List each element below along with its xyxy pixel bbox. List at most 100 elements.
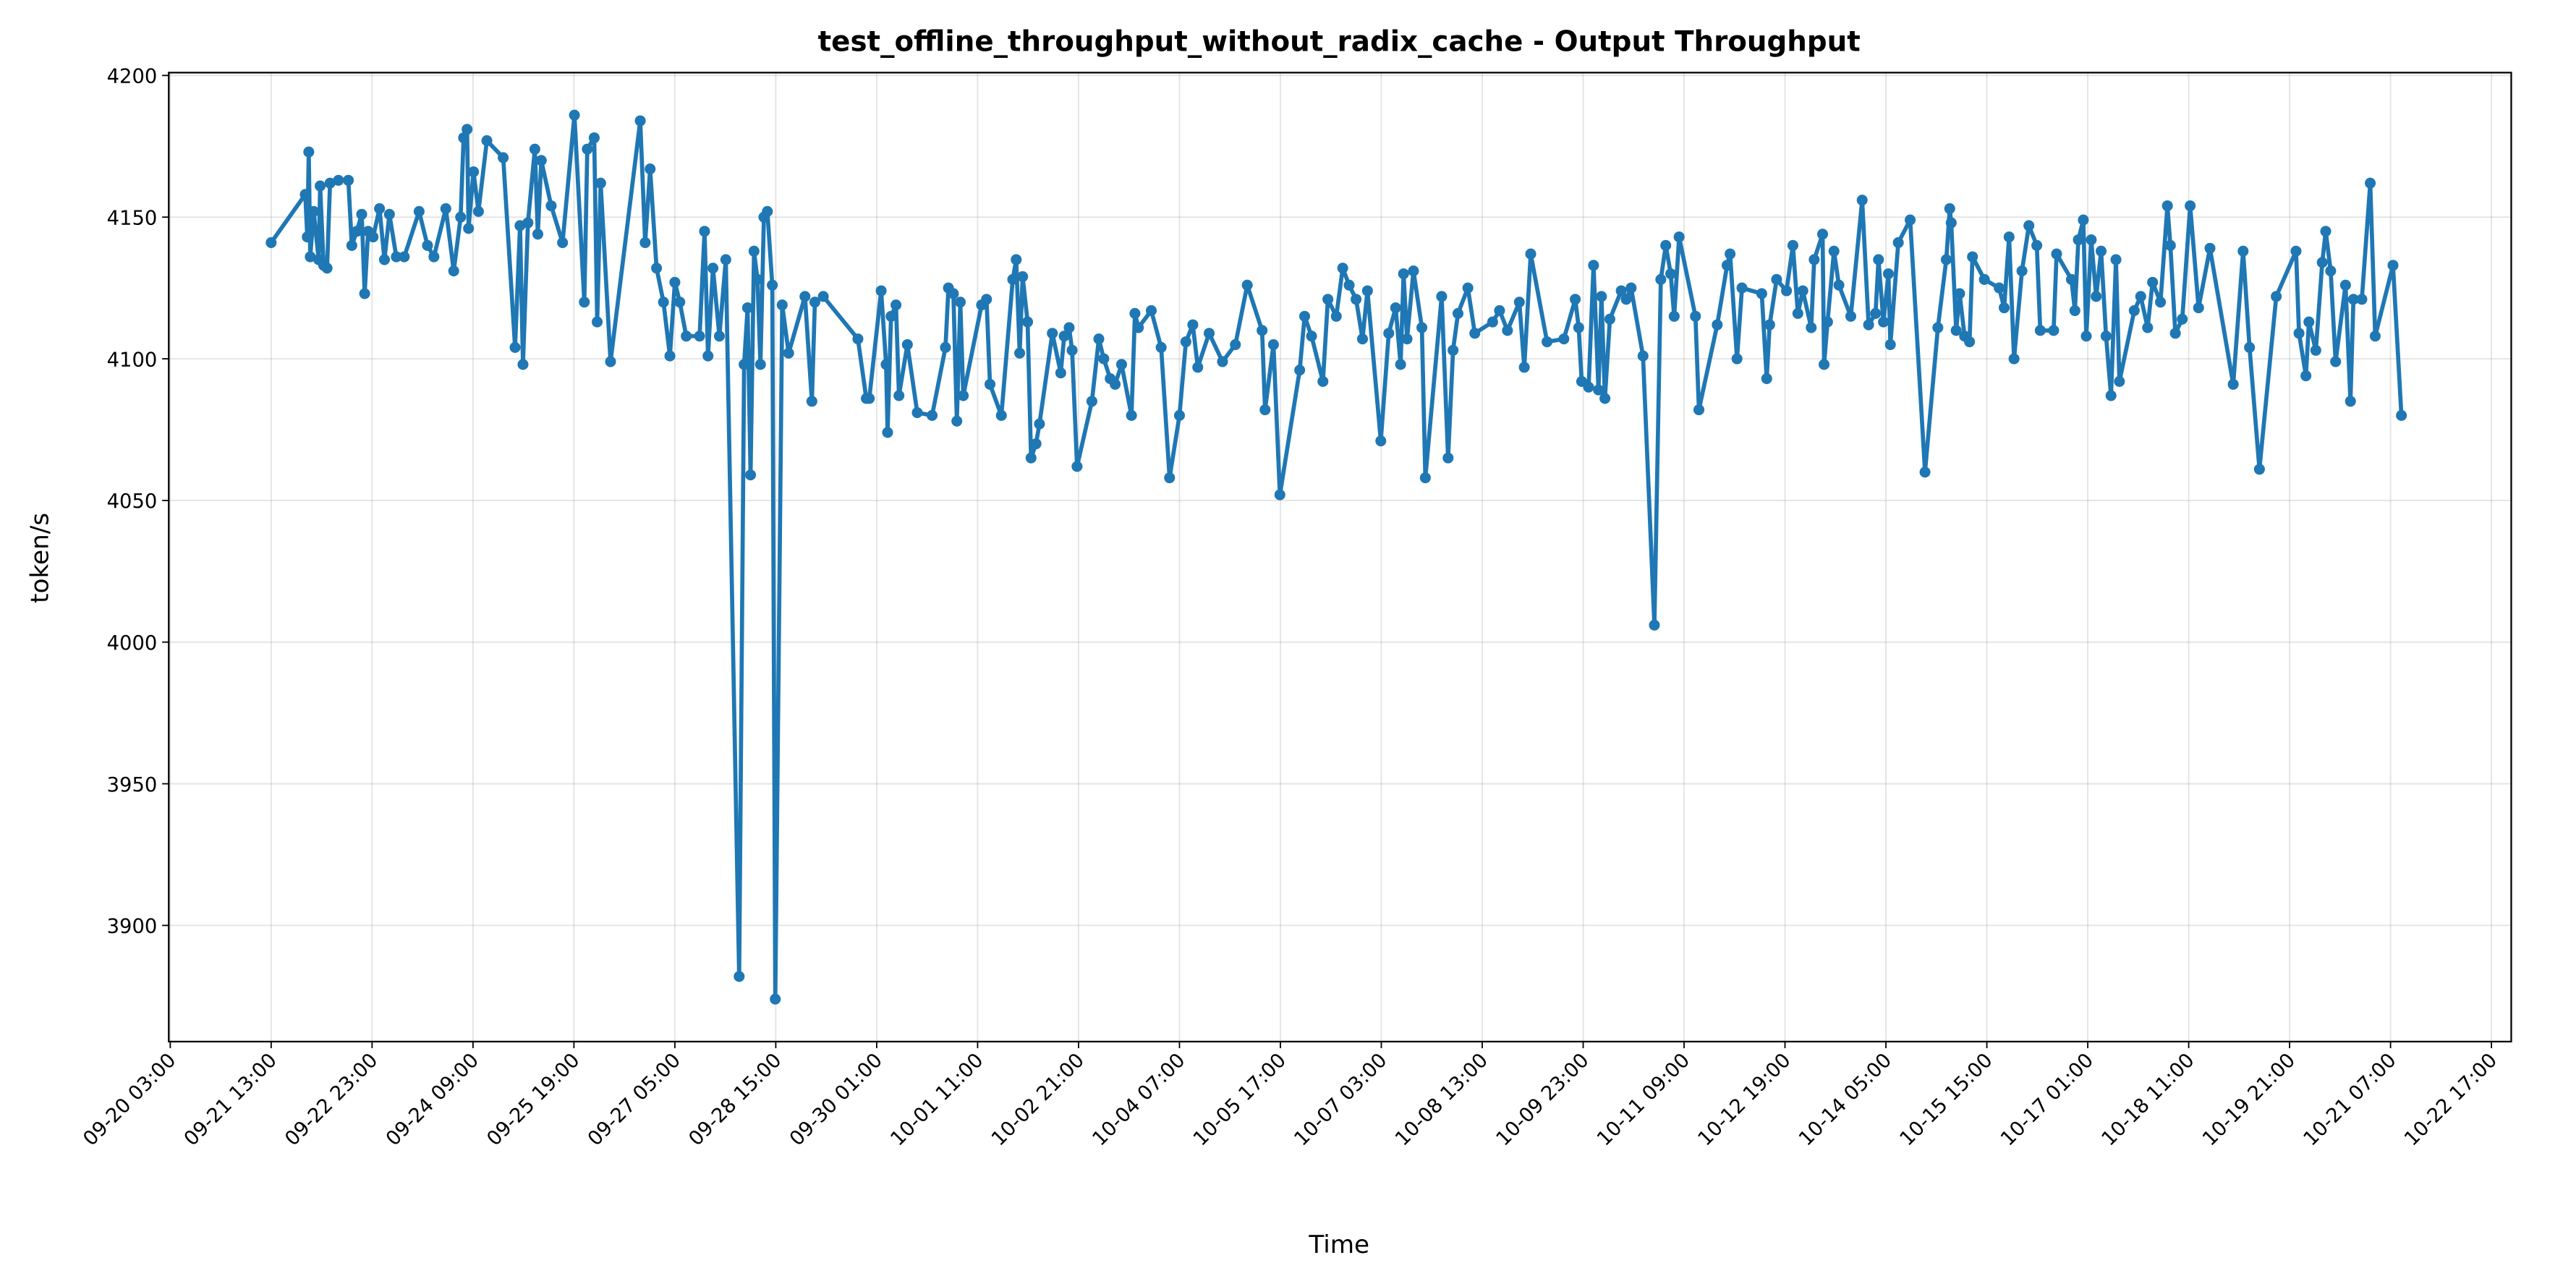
data-point [995,409,1007,421]
data-point [2339,279,2351,291]
data-point [413,205,425,217]
data-point [509,341,521,353]
data-point [2080,331,2092,342]
data-point [1383,328,1395,339]
data-point [448,265,459,277]
data-point [1593,384,1604,396]
data-point [809,297,820,308]
data-point [463,223,475,234]
data-point [2204,242,2216,254]
data-point [455,211,467,223]
data-point [741,302,753,314]
y-tick-label: 3900 [107,916,158,938]
data-point [2091,291,2102,302]
data-point [374,203,386,214]
data-point [1180,336,1191,348]
data-point [1436,291,1448,302]
data-point [639,237,651,248]
data-point [1870,307,1882,319]
data-point [926,409,938,421]
data-point [2290,245,2302,257]
data-point [1259,404,1271,416]
data-point [951,415,963,427]
data-point [359,288,370,299]
data-point [1945,217,1957,229]
data-point [852,333,864,345]
data-point [1330,310,1342,322]
data-point [1058,331,1070,342]
data-point [1274,489,1285,501]
data-point [2114,375,2125,387]
y-tick-label: 4000 [107,632,158,655]
data-point [958,390,969,401]
data-point [498,152,509,163]
data-point [1442,452,1454,464]
data-point [985,378,996,390]
data-point [1230,339,1241,350]
data-point [1856,195,1868,206]
data-point [2078,214,2089,226]
data-point [1690,310,1701,322]
y-tick-label: 4200 [107,66,158,88]
data-point [1017,271,1029,282]
data-point [745,469,757,481]
data-point [2271,291,2282,302]
data-point [1525,248,1536,260]
data-point [2293,328,2305,339]
data-point [2345,396,2356,407]
data-point [472,205,484,217]
data-point [303,146,315,158]
data-point [1712,319,1723,331]
data-point [1660,239,1672,251]
data-point [2073,234,2084,246]
data-point [1145,305,1157,316]
data-point [588,132,600,144]
data-point [2003,231,2015,243]
data-point [1620,294,1632,305]
data-point [545,200,557,212]
data-point [651,263,663,274]
data-point [2031,239,2043,251]
data-point [1267,339,1279,350]
data-point [1086,396,1097,407]
axes-frame [168,72,2512,1043]
data-point [1583,381,1594,393]
data-point [2105,390,2117,401]
data-point [1294,365,1306,376]
data-point [1649,619,1660,631]
data-point [1940,254,1952,265]
data-point [1816,229,1829,240]
data-point [1129,307,1141,319]
data-point [2069,305,2080,316]
data-point [1892,237,1904,248]
data-point [1030,438,1042,450]
data-point [1021,316,1034,328]
data-point [468,166,480,178]
data-point [1932,322,1944,333]
data-point [783,347,794,359]
data-point [305,251,316,263]
data-point [1351,294,1362,305]
data-point [1721,260,1733,271]
data-point [1828,245,1840,257]
data-point [2147,276,2159,288]
data-point [699,226,710,237]
data-point [1419,472,1431,484]
data-point [1756,288,1767,299]
data-point [1173,409,1185,421]
data-point [1964,336,1976,348]
data-point [2303,316,2315,328]
data-point [885,310,897,322]
data-point [1398,268,1409,280]
data-point [1905,214,1916,226]
data-point [1998,302,2010,314]
data-point [2169,328,2181,339]
data-point [2387,260,2399,271]
data-point [1725,248,1736,260]
data-point [1884,339,1896,350]
data-point [1408,265,1419,277]
data-point [1882,268,1894,280]
data-point [1570,294,1581,305]
